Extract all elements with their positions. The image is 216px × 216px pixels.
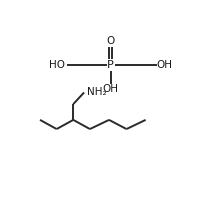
Text: OH: OH [103, 84, 119, 94]
Text: HO: HO [49, 60, 65, 70]
Text: O: O [106, 36, 115, 46]
Text: NH₂: NH₂ [87, 87, 107, 97]
Text: OH: OH [156, 60, 172, 70]
Text: P: P [107, 60, 114, 70]
